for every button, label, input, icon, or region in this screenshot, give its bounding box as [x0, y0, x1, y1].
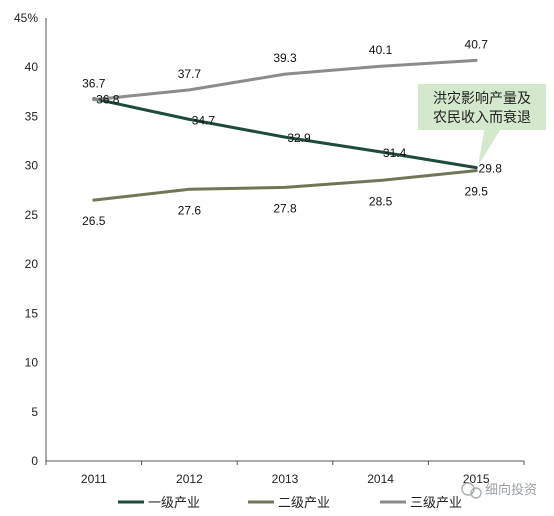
series-line-2	[92, 169, 478, 202]
watermark-text: 细向投资	[485, 482, 537, 497]
x-tick-label: 2013	[272, 472, 299, 486]
annotation-line-2: 农民收入而衰退	[433, 109, 531, 125]
data-label: 36.8	[96, 93, 120, 107]
watermark: 细向投资	[461, 482, 537, 499]
x-tick-label: 2012	[176, 472, 203, 486]
y-tick-label: 30	[25, 159, 39, 173]
data-label: 27.8	[273, 201, 297, 215]
legend-label: 三级产业	[410, 495, 462, 510]
data-label: 40.7	[465, 37, 489, 51]
data-label: 27.6	[178, 203, 202, 217]
annotation-line-1: 洪灾影响产量及	[433, 90, 531, 106]
series-lines	[92, 58, 478, 202]
data-label: 28.5	[369, 194, 393, 208]
data-label: 29.8	[479, 162, 503, 176]
data-label: 34.7	[192, 113, 216, 127]
x-tick-label: 2011	[81, 472, 107, 486]
data-labels: 36.8 34.7 32.9 31.4 29.8 26.5 27.6 27.8 28.5 29.5…	[82, 37, 502, 228]
legend-label: 一级产业	[148, 495, 200, 510]
y-tick-label: 40	[25, 60, 39, 74]
data-label: 37.7	[178, 67, 202, 81]
data-label: 36.7	[82, 77, 106, 91]
data-label: 26.5	[82, 214, 106, 228]
y-tick-labels: 0 5 10 15 20 25 30 35 40 45%	[14, 11, 38, 468]
series-line-1	[92, 97, 478, 170]
data-label: 39.3	[273, 51, 297, 65]
legend: 一级产业 二级产业 三级产业	[118, 495, 462, 510]
y-tick-label: 45%	[14, 11, 38, 25]
y-tick-label: 25	[25, 208, 39, 222]
legend-label: 二级产业	[278, 495, 330, 510]
axes	[45, 18, 524, 462]
data-label: 32.9	[287, 131, 311, 145]
x-tick-label: 2014	[367, 472, 394, 486]
y-tick-label: 0	[31, 454, 38, 468]
y-tick-label: 10	[25, 356, 39, 370]
annotation-box	[418, 84, 546, 166]
data-label: 29.5	[465, 185, 489, 199]
y-tick-label: 5	[31, 405, 38, 419]
x-tick-labels: 2011 2012 2013 2014 2015	[45, 461, 525, 486]
y-tick-label: 35	[25, 109, 39, 123]
y-tick-label: 20	[25, 257, 39, 271]
series-line-3	[92, 58, 478, 102]
data-label: 40.1	[369, 43, 393, 57]
data-label: 31.4	[383, 146, 407, 160]
annotation-callout: 洪灾影响产量及 农民收入而衰退	[418, 84, 546, 166]
wechat-icon	[461, 482, 482, 499]
y-tick-label: 15	[25, 306, 39, 320]
